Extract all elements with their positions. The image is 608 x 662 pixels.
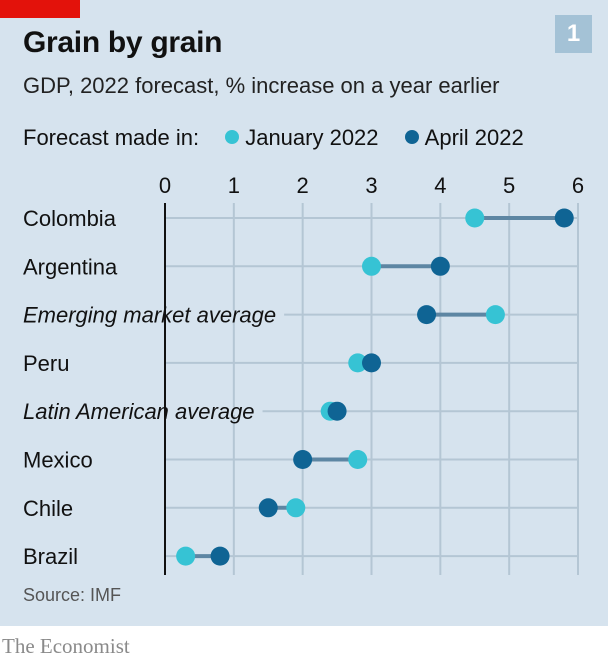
- category-label: Argentina: [23, 254, 118, 279]
- x-tick-label-0: 0: [159, 173, 171, 198]
- source-note: Source: IMF: [23, 585, 122, 605]
- january-2022-dot: [362, 256, 381, 276]
- chart-title: Grain by grain: [23, 26, 223, 59]
- x-tick-label-1: 1: [228, 173, 240, 198]
- april-2022-dot: [554, 208, 574, 228]
- april-2022-dot: [362, 353, 381, 373]
- category-label: Brazil: [23, 544, 78, 569]
- category-label: Colombia: [23, 206, 117, 231]
- category-label: Mexico: [23, 448, 93, 473]
- legend-item-january: January 2022: [225, 125, 384, 150]
- legend-swatch-january: [225, 130, 240, 144]
- april-2022-dot: [210, 546, 230, 566]
- category-label: Latin American average: [23, 399, 255, 424]
- x-tick-label-2: 2: [297, 173, 309, 198]
- legend-swatch-april: [404, 130, 419, 144]
- april-2022-dot: [417, 305, 437, 325]
- april-2022-dot: [258, 498, 278, 518]
- brand-red-bar: [0, 0, 80, 18]
- chart-panel: [0, 0, 608, 626]
- january-2022-dot: [176, 546, 196, 566]
- january-2022-dot: [465, 208, 485, 228]
- april-2022-dot: [327, 401, 347, 421]
- brand-wordmark: The Economist: [2, 634, 130, 658]
- legend-item-april: April 2022: [404, 125, 524, 150]
- january-2022-dot: [348, 450, 368, 469]
- category-label: Peru: [23, 351, 69, 376]
- april-2022-dot: [293, 450, 313, 469]
- x-tick-label-6: 6: [572, 173, 584, 198]
- x-tick-label-3: 3: [365, 173, 377, 198]
- chart-subtitle: GDP, 2022 forecast, % increase on a year…: [23, 73, 500, 98]
- legend-label-april: April 2022: [424, 125, 524, 150]
- legend: Forecast made in: January 2022 April 202…: [23, 125, 524, 151]
- category-label: Chile: [23, 496, 73, 521]
- label-mask: [165, 407, 263, 416]
- category-label: Emerging market average: [23, 303, 276, 328]
- chart-number-badge: 1: [555, 15, 592, 53]
- january-2022-dot: [286, 498, 306, 518]
- label-mask: [165, 310, 285, 319]
- dumbbell-chart: 0 1 2 3 4 5 6 Colombia Argentina Emerging market …: [23, 173, 584, 575]
- x-tick-label-4: 4: [434, 173, 446, 198]
- legend-prefix: Forecast made in:: [23, 125, 200, 150]
- legend-label-january: January 2022: [245, 125, 379, 150]
- april-2022-dot: [430, 256, 450, 276]
- x-tick-label-5: 5: [503, 173, 515, 198]
- january-2022-dot: [485, 305, 505, 325]
- january-2022-dot: [348, 353, 368, 373]
